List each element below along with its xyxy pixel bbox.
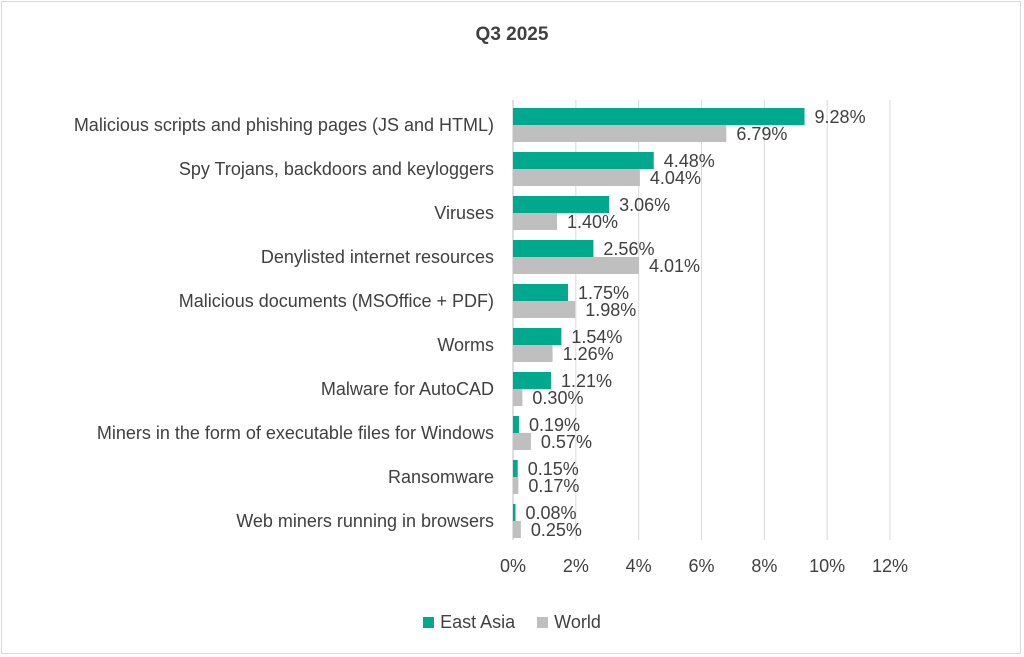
bar-east-asia [513, 284, 568, 301]
bar-world [513, 521, 521, 538]
x-tick-label: 10% [809, 556, 845, 576]
x-tick-label: 2% [563, 556, 589, 576]
category-label: Malware for AutoCAD [321, 379, 494, 399]
data-label-world: 0.17% [528, 476, 579, 496]
legend-label-world: World [554, 612, 601, 632]
bar-world [513, 257, 639, 274]
data-label-world: 0.25% [531, 520, 582, 540]
bar-world [513, 125, 727, 142]
bar-east-asia [513, 328, 562, 345]
legend-swatch-world [537, 617, 549, 628]
data-label-east-asia: 1.54% [571, 327, 622, 347]
bar-world [513, 477, 519, 494]
data-label-east-asia: 0.19% [529, 415, 580, 435]
legend-item-world: World [537, 612, 601, 633]
bar-east-asia [513, 196, 610, 213]
bar-east-asia [513, 416, 519, 433]
data-label-east-asia: 1.75% [578, 283, 629, 303]
bar-world [513, 301, 576, 318]
data-label-east-asia: 0.15% [528, 459, 579, 479]
bar-world [513, 345, 553, 362]
data-label-world: 1.40% [567, 212, 618, 232]
data-label-world: 1.98% [585, 300, 636, 320]
bar-world [513, 213, 557, 230]
category-label: Malicious documents (MSOffice + PDF) [179, 291, 494, 311]
category-label: Spy Trojans, backdoors and keyloggers [179, 159, 494, 179]
bar-east-asia [513, 108, 805, 125]
category-label: Malicious scripts and phishing pages (JS… [74, 115, 494, 135]
category-label: Viruses [434, 203, 494, 223]
data-label-east-asia: 3.06% [619, 195, 670, 215]
data-label-world: 6.79% [736, 124, 787, 144]
category-label: Miners in the form of executable files f… [97, 423, 494, 443]
data-label-east-asia: 2.56% [603, 239, 654, 259]
legend-swatch-east-asia [423, 617, 435, 628]
data-label-east-asia: 9.28% [815, 107, 866, 127]
bar-world [513, 389, 523, 406]
legend-label-east-asia: East Asia [440, 612, 516, 632]
data-label-world: 1.26% [563, 344, 614, 364]
bar-east-asia [513, 152, 654, 169]
data-label-east-asia: 1.21% [561, 371, 612, 391]
x-tick-label: 0% [500, 556, 526, 576]
data-label-world: 0.30% [532, 388, 583, 408]
data-label-world: 4.04% [650, 168, 701, 188]
x-tick-label: 12% [872, 556, 908, 576]
category-label: Worms [437, 335, 494, 355]
data-label-world: 0.57% [541, 432, 592, 452]
category-label: Denylisted internet resources [261, 247, 494, 267]
category-label: Ransomware [388, 467, 494, 487]
x-tick-label: 4% [626, 556, 652, 576]
bar-east-asia [513, 460, 518, 477]
bar-east-asia [513, 372, 552, 389]
data-label-world: 4.01% [649, 256, 700, 276]
data-label-east-asia: 0.08% [526, 503, 577, 523]
bar-world [513, 433, 531, 450]
legend-item-east-asia: East Asia [423, 612, 515, 633]
x-tick-label: 6% [688, 556, 714, 576]
category-label: Web miners running in browsers [236, 511, 494, 531]
chart-title: Q3 2025 [475, 24, 549, 45]
bar-east-asia [513, 504, 516, 521]
x-tick-label: 8% [751, 556, 777, 576]
bar-east-asia [513, 240, 594, 257]
legend: East Asia World [0, 612, 1024, 633]
data-label-east-asia: 4.48% [664, 151, 715, 171]
bar-world [513, 169, 640, 186]
